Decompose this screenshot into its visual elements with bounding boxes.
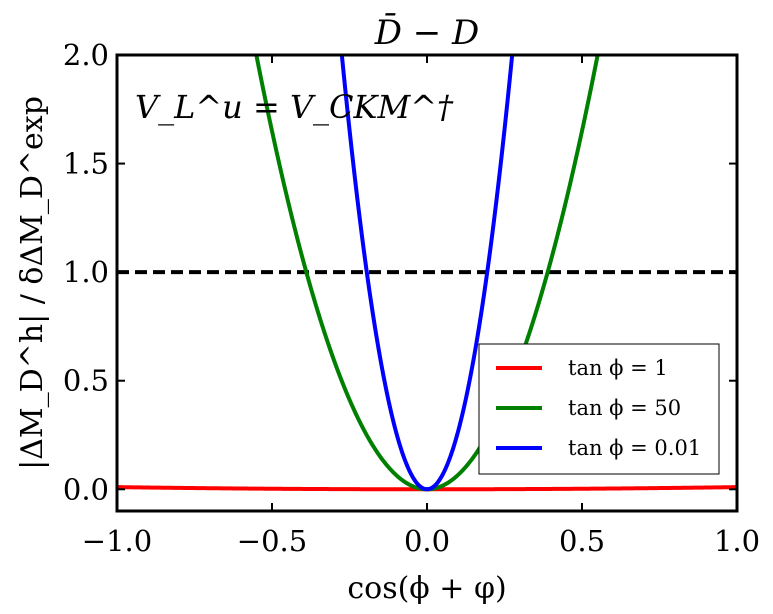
legend-label-2: tan ϕ = 0.01	[568, 436, 701, 460]
y-axis-title: |ΔM_D^h| / δΔM_D^exp	[15, 96, 50, 470]
x-tick-label: −1.0	[82, 524, 152, 558]
y-tick-label: 1.0	[63, 255, 109, 289]
x-tick-label: 1.0	[714, 524, 760, 558]
series-line-2	[339, 55, 515, 492]
y-tick-label: 0.5	[63, 364, 109, 398]
chart-title: D̄ − D	[374, 12, 480, 53]
legend-label-1: tan ϕ = 50	[568, 396, 681, 420]
x-axis-title: cos(ϕ + φ)	[347, 571, 506, 606]
annotation: V_L^u = V_CKM^†	[135, 88, 454, 126]
x-tick-label: −0.5	[237, 524, 307, 558]
y-tick-label: 0.0	[63, 472, 109, 506]
legend-label-0: tan ϕ = 1	[568, 356, 668, 380]
y-tick-label: 1.5	[63, 147, 109, 181]
legend: tan ϕ = 1 tan ϕ = 50 tan ϕ = 0.01	[478, 343, 720, 475]
y-tick-label: 2.0	[63, 38, 109, 72]
x-tick-label: 0.5	[559, 524, 605, 558]
x-tick-label: 0.0	[404, 524, 450, 558]
